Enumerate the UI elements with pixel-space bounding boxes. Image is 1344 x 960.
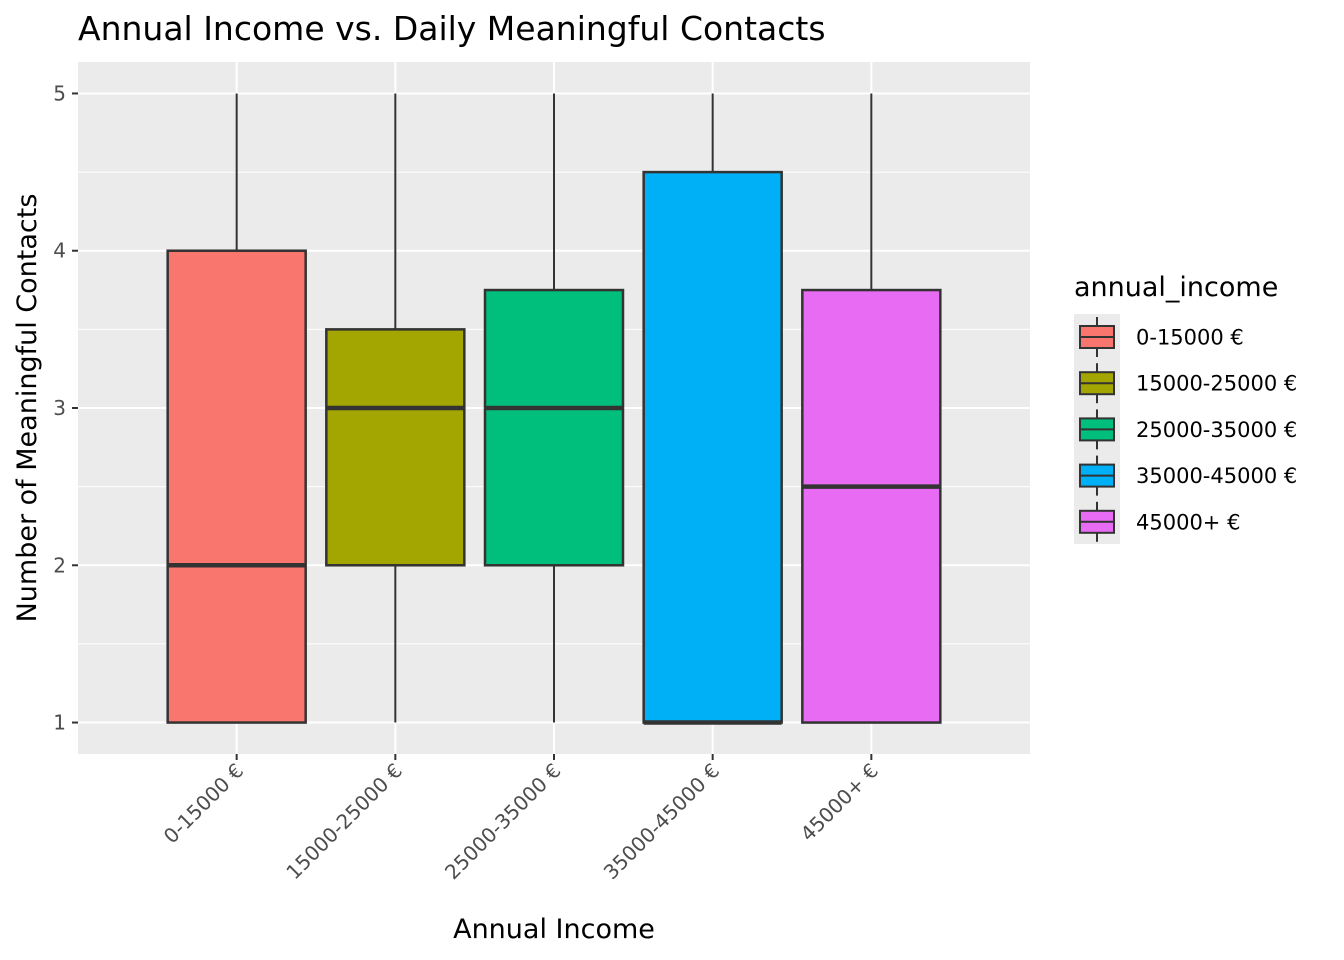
legend-item: 0-15000 € (1079, 317, 1244, 357)
legend-label: 35000-45000 € (1136, 464, 1297, 488)
legend-label: 15000-25000 € (1136, 372, 1297, 396)
box (801, 288, 942, 724)
y-tick-label: 3 (53, 396, 66, 420)
legend-label: 45000+ € (1136, 510, 1240, 534)
boxplot (801, 93, 942, 724)
legend: annual_income 0-15000 € 15000-25000 € 2500… (1074, 272, 1297, 544)
legend-item: 35000-45000 € (1079, 455, 1297, 496)
box (166, 249, 307, 724)
boxplot (325, 93, 466, 723)
y-axis: 1 2 3 4 5 (53, 81, 78, 735)
boxplots (166, 93, 942, 725)
x-tick-label: 25000-35000 € (440, 759, 566, 885)
legend-label: 25000-35000 € (1136, 418, 1297, 442)
x-axis: 0-15000 € 15000-25000 € 25000-35000 € 35000… (159, 754, 883, 884)
y-tick-label: 2 (53, 553, 66, 577)
boxplot (642, 93, 783, 725)
legend-item: 15000-25000 € (1079, 363, 1297, 404)
x-tick-label: 15000-25000 € (281, 759, 407, 885)
legend-label: 0-15000 € (1136, 326, 1244, 350)
x-tick-label: 45000+ € (796, 759, 883, 846)
box (325, 328, 466, 567)
y-tick-label: 4 (53, 239, 66, 263)
chart-title: Annual Income vs. Daily Meaningful Conta… (78, 9, 826, 48)
box (642, 170, 783, 724)
boxplot (483, 93, 625, 723)
y-tick-label: 5 (53, 81, 66, 105)
y-axis-title: Number of Meaningful Contacts (12, 194, 43, 623)
legend-title: annual_income (1074, 272, 1278, 303)
x-axis-title: Annual Income (453, 914, 655, 945)
x-tick-label: 0-15000 € (159, 759, 249, 849)
x-tick-label: 35000-45000 € (599, 759, 725, 885)
legend-item: 45000+ € (1079, 501, 1240, 542)
boxplot (166, 93, 307, 724)
legend-item: 25000-35000 € (1079, 409, 1297, 450)
box (483, 288, 625, 567)
y-tick-label: 1 (53, 711, 66, 735)
